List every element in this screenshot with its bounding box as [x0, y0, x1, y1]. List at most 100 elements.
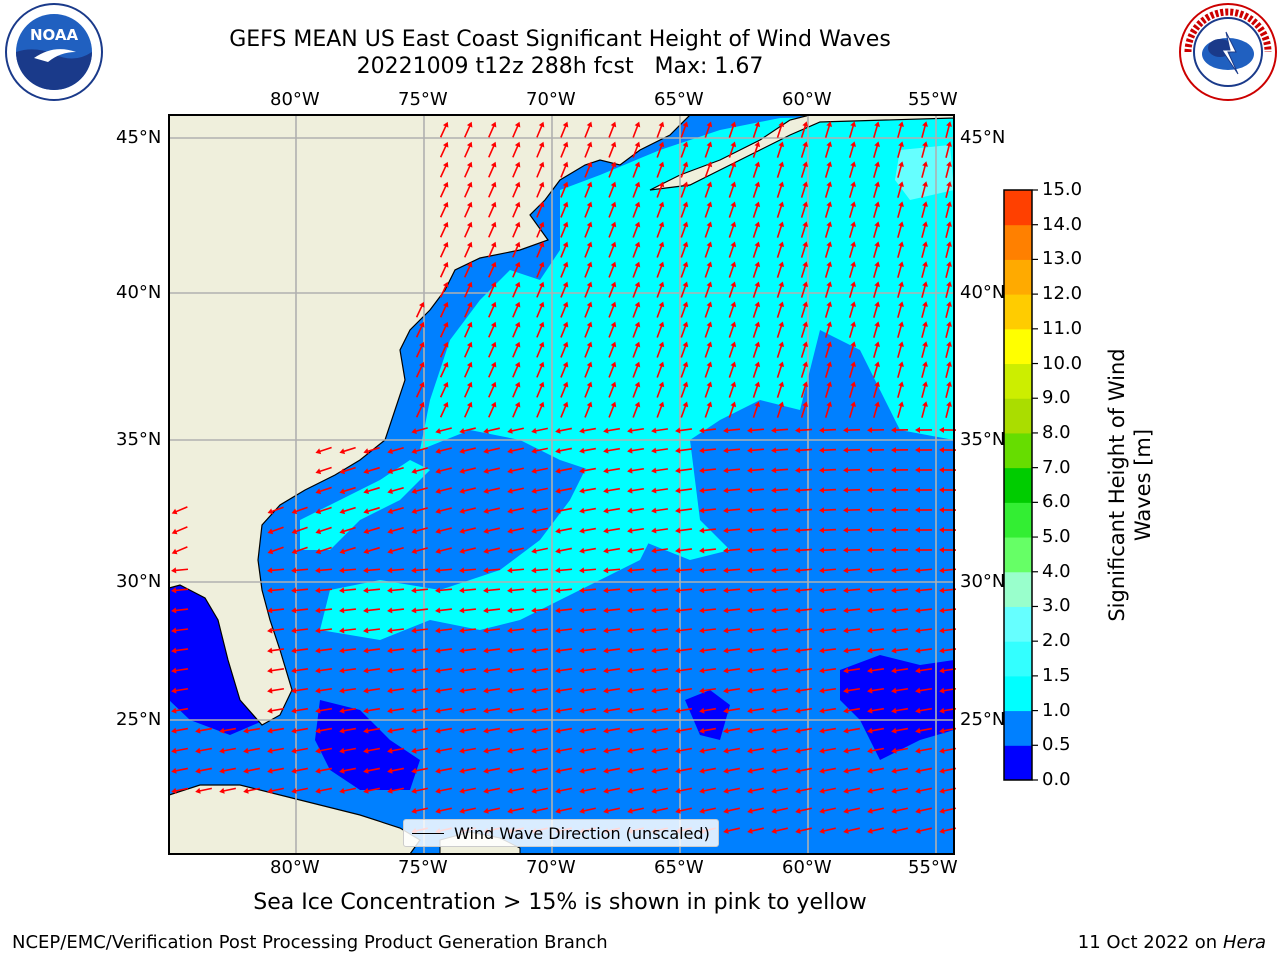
direction-arrow [891, 667, 909, 674]
direction-arrow [897, 341, 904, 358]
direction-arrow [483, 447, 500, 454]
lon-label-top-65w: 65°W [654, 89, 704, 110]
lat-label-left-25n: 25°N [116, 709, 162, 730]
direction-arrow [776, 121, 785, 138]
direction-arrow [463, 241, 473, 258]
colorbar-tick-label: 4.0 [1042, 560, 1071, 582]
direction-arrow [579, 447, 597, 454]
direction-arrow [488, 141, 497, 158]
direction-arrow [415, 381, 425, 398]
direction-arrow [843, 747, 861, 754]
colorbar-tick-label: 1.5 [1042, 664, 1071, 686]
direction-arrow [603, 727, 621, 734]
direction-arrow [387, 647, 405, 654]
direction-arrow [555, 787, 572, 794]
direction-arrow [921, 241, 928, 258]
direction-arrow [891, 787, 908, 794]
colorbar-tick-label: 6.0 [1042, 491, 1071, 513]
direction-arrow [463, 321, 473, 338]
direction-arrow [555, 767, 573, 774]
direction-arrow [747, 467, 765, 474]
direction-arrow [171, 727, 189, 734]
direction-arrow [656, 301, 665, 318]
direction-arrow [483, 687, 501, 694]
direction-arrow [867, 827, 884, 834]
direction-arrow [873, 201, 880, 218]
direction-arrow [435, 487, 452, 494]
colorbar-tick-label: 11.0 [1042, 317, 1083, 339]
direction-arrow [891, 707, 909, 714]
direction-arrow [651, 747, 669, 754]
direction-arrow [867, 607, 885, 614]
land-us-east [169, 115, 691, 726]
direction-arrow [459, 447, 476, 454]
direction-arrow [219, 767, 237, 774]
direction-arrow [627, 607, 645, 614]
direction-arrow [897, 181, 904, 198]
direction-arrow [560, 341, 569, 358]
direction-arrow [507, 807, 524, 814]
direction-arrow [819, 707, 837, 714]
direction-arrow [699, 747, 717, 754]
direction-arrow [704, 401, 713, 418]
direction-arrow [776, 341, 785, 358]
direction-arrow [656, 341, 665, 358]
direction-arrow [531, 747, 549, 754]
colorbar-segment [1004, 328, 1032, 365]
direction-arrow [507, 467, 524, 474]
direction-arrow [512, 121, 521, 138]
direction-arrow [387, 767, 405, 774]
direction-arrow [171, 627, 189, 634]
direction-arrow [363, 787, 380, 794]
direction-arrow [891, 807, 908, 814]
direction-arrow [867, 627, 885, 634]
direction-arrow [873, 281, 880, 298]
direction-arrow [315, 767, 333, 774]
direction-arrow [848, 281, 857, 298]
direction-arrow [723, 787, 740, 794]
direction-arrow [747, 767, 765, 774]
direction-arrow [536, 361, 545, 378]
direction-arrow [843, 547, 861, 554]
direction-arrow [555, 527, 573, 534]
direction-arrow [819, 687, 837, 694]
direction-arrow [795, 787, 812, 794]
direction-arrow [771, 587, 789, 594]
direction-arrow [291, 607, 309, 614]
darkblue-bahamas [315, 700, 420, 790]
direction-arrow [363, 727, 381, 734]
direction-arrow [680, 141, 689, 158]
direction-arrow [747, 567, 765, 574]
direction-arrow [656, 181, 665, 198]
direction-arrow [536, 241, 545, 258]
direction-arrow [752, 281, 761, 298]
direction-arrow [627, 707, 645, 714]
direction-arrow [483, 527, 500, 534]
direction-arrow [843, 447, 861, 454]
direction-arrow [608, 181, 617, 198]
direction-arrow [771, 687, 789, 694]
direction-arrow [507, 767, 525, 774]
direction-arrow [488, 161, 497, 178]
lat-label-right-35n: 35°N [960, 429, 1006, 450]
direction-arrow [891, 427, 909, 434]
direction-arrow [555, 507, 573, 514]
direction-arrow [483, 587, 501, 594]
direction-arrow [915, 707, 933, 714]
direction-arrow [627, 807, 644, 814]
direction-arrow [507, 787, 524, 794]
direction-arrow [945, 361, 952, 378]
direction-arrow [291, 526, 308, 535]
direction-arrow [795, 427, 813, 434]
direction-arrow [267, 607, 285, 614]
direction-arrow [579, 787, 596, 794]
direction-arrow [752, 201, 761, 218]
direction-arrow [411, 427, 428, 434]
direction-arrow [608, 201, 617, 218]
direction-arrow [704, 161, 713, 178]
lon-label-bottom-80w: 80°W [270, 857, 320, 878]
direction-arrow [315, 687, 333, 694]
direction-arrow [800, 321, 809, 338]
direction-arrow [291, 647, 309, 654]
direction-arrow [560, 141, 569, 158]
